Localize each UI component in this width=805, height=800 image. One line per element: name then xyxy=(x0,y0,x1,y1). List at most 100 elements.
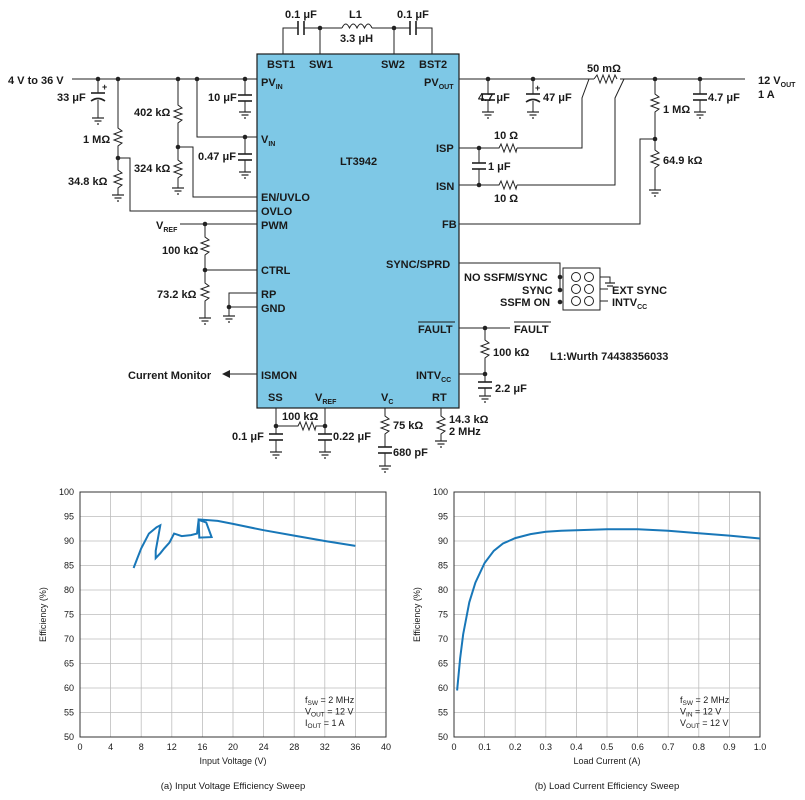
r-fault-label: 100 kΩ xyxy=(493,347,530,359)
cap-bst2-label: 0.1 μF xyxy=(397,9,429,21)
annotation-line: VOUT = 12 V xyxy=(680,718,729,730)
svg-text:+: + xyxy=(102,82,107,92)
annotation-line: VIN = 12 V xyxy=(680,707,721,719)
input-voltage-label: 4 V to 36 V xyxy=(8,75,64,87)
x-tick-label: 24 xyxy=(259,742,269,752)
pin-vc: VC xyxy=(381,392,393,406)
r-fb-bot-label: 64.9 kΩ xyxy=(663,155,703,167)
r-isp-label: 10 Ω xyxy=(494,130,518,142)
annotation-line: VOUT = 12 V xyxy=(305,707,354,719)
c-out1-label: 4.7 μF xyxy=(478,92,510,104)
pin-gnd: GND xyxy=(261,303,286,315)
x-tick-label: 0.4 xyxy=(570,742,583,752)
cin-label: 33 μF xyxy=(57,92,86,104)
pin-sw2: SW2 xyxy=(381,59,405,71)
inductor-value: 3.3 μH xyxy=(340,33,373,45)
pin-rt: RT xyxy=(432,392,447,404)
x-tick-label: 0.2 xyxy=(509,742,522,752)
c-out2-label: 47 μF xyxy=(543,92,572,104)
ext-sync-label: EXT SYNC xyxy=(612,285,667,297)
y-axis-label: Efficiency (%) xyxy=(38,587,48,642)
pin-vin: VIN xyxy=(261,134,275,148)
x-tick-label: 0.9 xyxy=(723,742,736,752)
c-isp-label: 1 μF xyxy=(488,161,511,173)
y-tick-label: 50 xyxy=(438,732,448,742)
x-tick-label: 0.5 xyxy=(601,742,614,752)
x-axis-label: Load Current (A) xyxy=(573,756,640,766)
y-tick-label: 60 xyxy=(64,683,74,693)
pin-sw1: SW1 xyxy=(309,59,333,71)
chart-load-current: 0 0.1 0.2 0.3 0.4 0.5 0.6 0.7 0.8 0.9 1.0 50 55 60 65 7… xyxy=(412,487,766,792)
y-tick-label: 95 xyxy=(438,512,448,522)
y-tick-label: 65 xyxy=(64,659,74,669)
pin-sync-sprd: SYNC/SPRD xyxy=(386,259,450,271)
pin-isp: ISP xyxy=(436,143,454,155)
pin-ismon: ISMON xyxy=(261,370,297,382)
x-tick-label: 0 xyxy=(77,742,82,752)
annotation-line: fSW = 2 MHz xyxy=(305,695,355,707)
c-intvcc-label: 2.2 μF xyxy=(495,383,527,395)
ic-body xyxy=(256,53,460,409)
intvcc-jumper-label: INTVCC xyxy=(612,297,647,311)
inductor-label: L1 xyxy=(349,9,362,21)
r-rt-label: 14.3 kΩ xyxy=(449,414,489,426)
pin-ss: SS xyxy=(268,392,283,404)
x-tick-label: 0 xyxy=(451,742,456,752)
sync-option-2: SYNC xyxy=(522,285,553,297)
current-monitor-label: Current Monitor xyxy=(128,370,212,382)
pin-fault: FAULT xyxy=(418,324,453,336)
y-tick-label: 55 xyxy=(438,708,448,718)
ic-name: LT3942 xyxy=(340,156,377,168)
r-uvlo-top-label: 1 MΩ xyxy=(83,134,110,146)
c-out3-label: 4.7 μF xyxy=(708,92,740,104)
y-tick-label: 55 xyxy=(64,708,74,718)
output-voltage-label: 12 VOUT xyxy=(758,75,796,89)
r-sense-label: 50 mΩ xyxy=(587,63,621,75)
cap-bst1-label: 0.1 μF xyxy=(285,9,317,21)
pin-ctrl: CTRL xyxy=(261,265,291,277)
y-tick-label: 80 xyxy=(64,585,74,595)
x-tick-label: 4 xyxy=(108,742,113,752)
fault-label: FAULT xyxy=(514,324,549,336)
y-axis-label: Efficiency (%) xyxy=(412,587,422,642)
bottom-network xyxy=(269,408,447,473)
x-axis-label: Input Voltage (V) xyxy=(199,756,266,766)
plot-frame xyxy=(453,491,761,738)
pin-ovlo: OVLO xyxy=(261,206,293,218)
pin-bst1: BST1 xyxy=(267,59,295,71)
x-tick-label: 20 xyxy=(228,742,238,752)
x-tick-label: 32 xyxy=(320,742,330,752)
y-tick-label: 90 xyxy=(438,536,448,546)
y-tick-label: 85 xyxy=(438,561,448,571)
x-tick-label: 8 xyxy=(139,742,144,752)
r-ovlo-top-label: 402 kΩ xyxy=(134,107,171,119)
y-tick-label: 95 xyxy=(64,512,74,522)
y-tick-label: 100 xyxy=(59,487,74,497)
y-tick-label: 85 xyxy=(64,561,74,571)
svg-text:+: + xyxy=(535,83,540,93)
c-pvin-label: 10 μF xyxy=(208,92,237,104)
pin-intvcc: INTVCC xyxy=(416,370,451,384)
chart-input-voltage: 0 4 8 12 16 20 24 28 32 36 40 50 55 60 65 70 75 80 85 90 95 1… xyxy=(38,487,391,792)
annotation-line: IOUT = 1 A xyxy=(305,718,345,730)
efficiency-curve xyxy=(132,518,356,569)
x-tick-label: 16 xyxy=(197,742,207,752)
efficiency-curve xyxy=(456,528,761,691)
output-network: + xyxy=(459,73,745,403)
pin-rp: RP xyxy=(261,289,276,301)
x-tick-label: 0.7 xyxy=(662,742,675,752)
y-tick-label: 90 xyxy=(64,536,74,546)
c-vc-label: 680 pF xyxy=(393,447,428,459)
pin-fb: FB xyxy=(442,219,457,231)
pin-en-uvlo: EN/UVLO xyxy=(261,192,310,204)
l1-note: L1:Wurth 74438356033 xyxy=(550,351,668,363)
c-vref-label: 0.22 μF xyxy=(333,431,371,443)
pin-pvout: PVOUT xyxy=(424,77,454,91)
y-tick-label: 70 xyxy=(64,634,74,644)
y-tick-label: 75 xyxy=(438,610,448,620)
output-current-label: 1 A xyxy=(758,89,775,101)
y-tick-label: 50 xyxy=(64,732,74,742)
r-ctrl-top-label: 100 kΩ xyxy=(162,245,199,257)
